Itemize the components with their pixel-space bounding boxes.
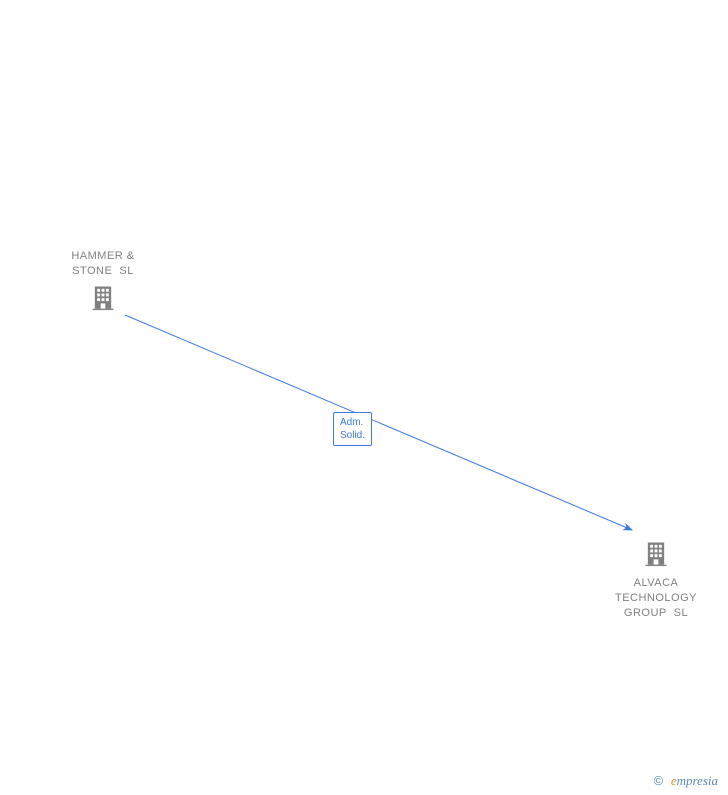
node-label: ALVACA TECHNOLOGY GROUP SL: [611, 576, 701, 621]
copyright-symbol: ©: [654, 773, 664, 788]
edge-label: Adm. Solid.: [333, 412, 372, 446]
node-label: HAMMER & STONE SL: [63, 249, 143, 279]
node-hammer-stone: HAMMER & STONE SL: [63, 249, 143, 316]
node-alvaca-technology: ALVACA TECHNOLOGY GROUP SL: [611, 535, 701, 621]
edge-layer: [0, 0, 728, 795]
building-icon: [89, 283, 117, 316]
watermark: © empresia: [654, 773, 718, 789]
brand-rest: mpresia: [677, 773, 718, 788]
edge-line: [125, 315, 632, 530]
building-icon: [642, 539, 670, 572]
